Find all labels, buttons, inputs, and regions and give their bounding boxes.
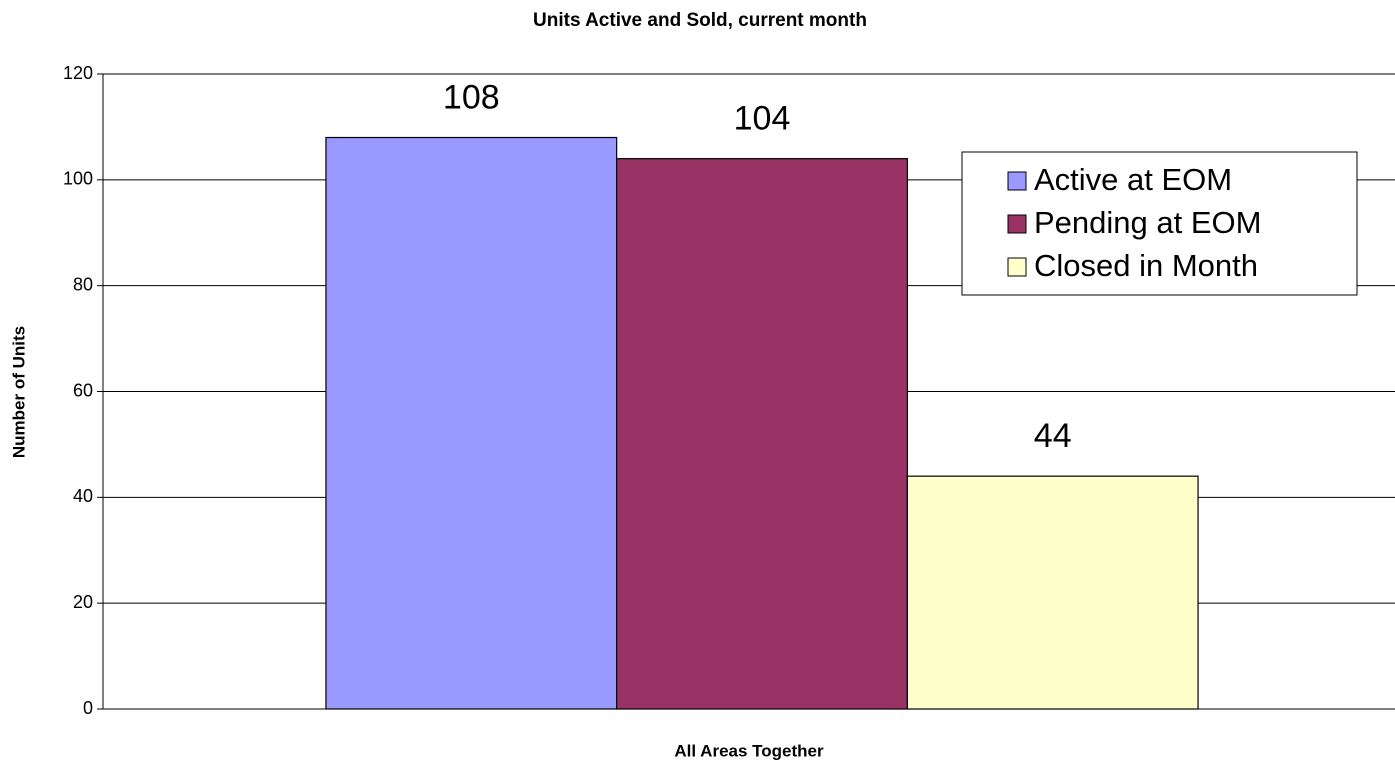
chart-title: Units Active and Sold, current month	[533, 10, 867, 31]
y-tick-label: 120	[63, 63, 93, 83]
bar	[325, 136, 618, 710]
y-tick-label: 100	[63, 169, 93, 189]
y-tick-label: 20	[73, 592, 93, 612]
bar	[906, 475, 1199, 710]
y-tick-label: 60	[73, 380, 93, 400]
legend-label: Pending at EOM	[1034, 205, 1261, 240]
legend-swatch	[1007, 214, 1027, 234]
y-tick-label: 40	[73, 486, 93, 506]
legend-label: Closed in Month	[1034, 248, 1258, 283]
bar	[616, 158, 908, 710]
value-label: 108	[443, 78, 500, 116]
value-label: 104	[734, 100, 791, 138]
legend-swatch	[1007, 257, 1027, 277]
legend-swatch	[1007, 171, 1027, 191]
legend-label: Active at EOM	[1034, 162, 1232, 197]
legend-box	[961, 151, 1358, 296]
y-tick-label: 80	[73, 274, 93, 294]
x-tick-label: All Areas Together	[674, 741, 824, 760]
y-axis-label: Number of Units	[9, 326, 28, 458]
value-label: 44	[1034, 417, 1072, 455]
y-tick-label: 0	[83, 698, 93, 718]
